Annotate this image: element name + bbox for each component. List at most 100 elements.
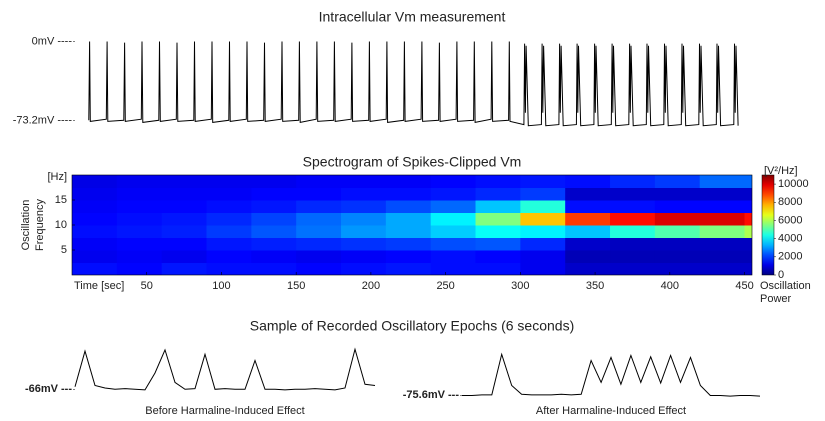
heatmap-cell [161, 225, 208, 238]
heatmap-cell [116, 212, 163, 226]
heatmap-cell [520, 175, 566, 188]
heatmap-cell [430, 262, 477, 275]
heatmap-cell [565, 237, 611, 251]
heatmap-cell [475, 225, 521, 238]
heatmap-cell [699, 225, 746, 238]
heatmap-cell [161, 237, 208, 251]
heatmap-cell [296, 262, 342, 275]
x-tick-label: 300 [511, 280, 529, 292]
heatmap-cell [161, 175, 208, 188]
heatmap-cell [430, 187, 477, 201]
heatmap-cell [206, 212, 252, 226]
heatmap-cell [116, 175, 163, 188]
heatmap-cell [610, 262, 656, 275]
heatmap-cell [251, 262, 297, 275]
heatmap-cell [251, 175, 297, 188]
heatmap-cell [475, 250, 521, 263]
x-tick-label: 150 [287, 280, 305, 292]
heatmap-cell [744, 250, 752, 263]
heatmap-cell [744, 225, 752, 238]
heatmap-cell [116, 262, 163, 275]
heatmap-cell [206, 250, 252, 263]
colorbar-tick-label: 6000 [778, 214, 802, 226]
heatmap-cell [699, 212, 746, 226]
heatmap-cell [699, 175, 746, 188]
y-tick-label: -75.6mV --- [403, 389, 460, 401]
y-tick-label: 0mV ---- [32, 35, 73, 47]
x-tick-label: 50 [141, 280, 153, 292]
y-axis-label: Oscillation [20, 200, 32, 251]
heatmap-cell [610, 225, 656, 238]
heatmap-cell [610, 250, 656, 263]
heatmap-cell [341, 212, 387, 226]
heatmap-cell [341, 225, 387, 238]
heatmap-cell [654, 262, 701, 275]
heatmap-cell [116, 225, 163, 238]
heatmap-cell [610, 175, 656, 188]
colorbar-tick-label: 10000 [778, 178, 809, 190]
heatmap-cell [72, 187, 118, 201]
heatmap-cell [520, 187, 566, 201]
heatmap-cell [161, 250, 208, 263]
heatmap-cell [385, 250, 432, 263]
heatmap-cell [610, 237, 656, 251]
heatmap-cell [206, 262, 252, 275]
heatmap-cell [206, 237, 252, 251]
heatmap-cell [341, 262, 387, 275]
heatmap-cell [610, 212, 656, 226]
heatmap-cell [341, 175, 387, 188]
heatmap-cell [206, 225, 252, 238]
chart-title: Spectrogram of Spikes-Clipped Vm [303, 154, 522, 170]
heatmap-cell [72, 225, 118, 238]
x-tick-label: 200 [362, 280, 380, 292]
trace-line [74, 347, 376, 391]
heatmap-cell [565, 250, 611, 263]
heatmap-cell [520, 225, 566, 238]
y-tick-label: -66mV --- [25, 383, 72, 395]
heatmap-cell [520, 237, 566, 251]
heatmap-cell [116, 237, 163, 251]
heatmap-cell [430, 212, 477, 226]
chart-title: Sample of Recorded Oscillatory Epochs (6… [250, 318, 574, 334]
heatmap-cell [744, 237, 752, 251]
heatmap-cell [475, 187, 521, 201]
heatmap-cell [475, 262, 521, 275]
heatmap-area [72, 175, 752, 275]
heatmap-cell [520, 250, 566, 263]
heatmap-cell [430, 200, 477, 213]
heatmap-cell [72, 237, 118, 251]
heatmap-cell [385, 237, 432, 251]
heatmap-cell [72, 262, 118, 275]
x-tick-label: 450 [735, 280, 753, 292]
heatmap-cell [296, 175, 342, 188]
heatmap-cell [565, 200, 611, 213]
heatmap-cell [565, 225, 611, 238]
heatmap-cell [699, 187, 746, 201]
heatmap-cell [72, 250, 118, 263]
colorbar [761, 174, 775, 276]
heatmap-cell [341, 237, 387, 251]
heatmap-cell [296, 200, 342, 213]
heatmap-cell [699, 262, 746, 275]
heatmap-cell [161, 212, 208, 226]
heatmap-cell [744, 175, 752, 188]
x-tick-label: 350 [586, 280, 604, 292]
heatmap-cell [72, 175, 118, 188]
heatmap-cell [116, 187, 163, 201]
heatmap-cell [654, 187, 701, 201]
y-tick-label: -73.2mV ---- [13, 114, 73, 126]
x-tick-label: 400 [661, 280, 679, 292]
heatmap-cell [565, 212, 611, 226]
caption: Before Harmaline-Induced Effect [145, 405, 304, 417]
colorbar-title: [V²/Hz] [764, 165, 798, 177]
heatmap-cell [341, 250, 387, 263]
heatmap-cell [699, 200, 746, 213]
heatmap-cell [520, 212, 566, 226]
colorbar-tick-label: 2000 [778, 251, 802, 263]
heatmap-cell [744, 262, 752, 275]
colorbar-label: Oscillation [760, 280, 811, 292]
heatmap-cell [654, 250, 701, 263]
y-tick-label: 15 [55, 194, 67, 206]
heatmap-cell [296, 212, 342, 226]
heatmap-cell [251, 187, 297, 201]
